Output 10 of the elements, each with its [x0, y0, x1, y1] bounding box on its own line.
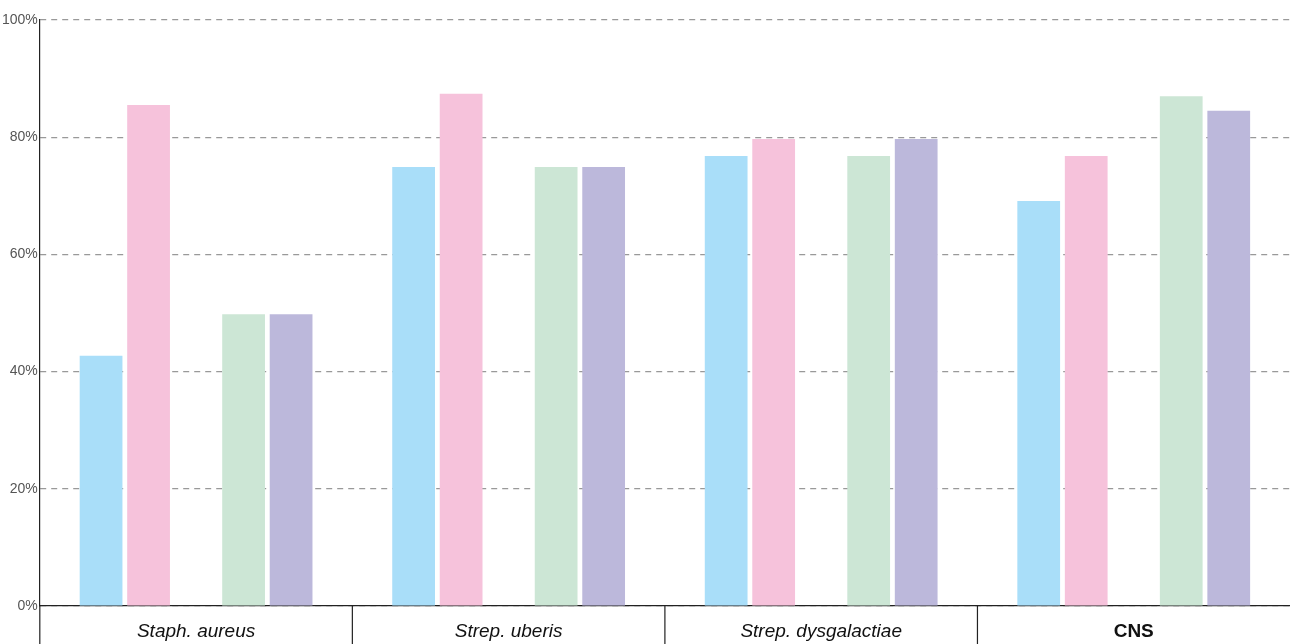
y-tick-label: 80% [9, 128, 38, 145]
y-tick-label: 0% [17, 596, 38, 613]
x-tick-label: Strep. dysgalactiae [740, 619, 902, 641]
x-tick-label: Staph. aureus [136, 619, 256, 641]
x-tick-label: CNS [1113, 619, 1154, 641]
y-tick-label: 20% [9, 479, 38, 496]
y-tick-label: 100% [1, 10, 38, 27]
y-tick-label: 40% [9, 362, 38, 379]
y-tick-label: 60% [9, 245, 38, 262]
x-tick-label: Strep. uberis [454, 619, 563, 641]
